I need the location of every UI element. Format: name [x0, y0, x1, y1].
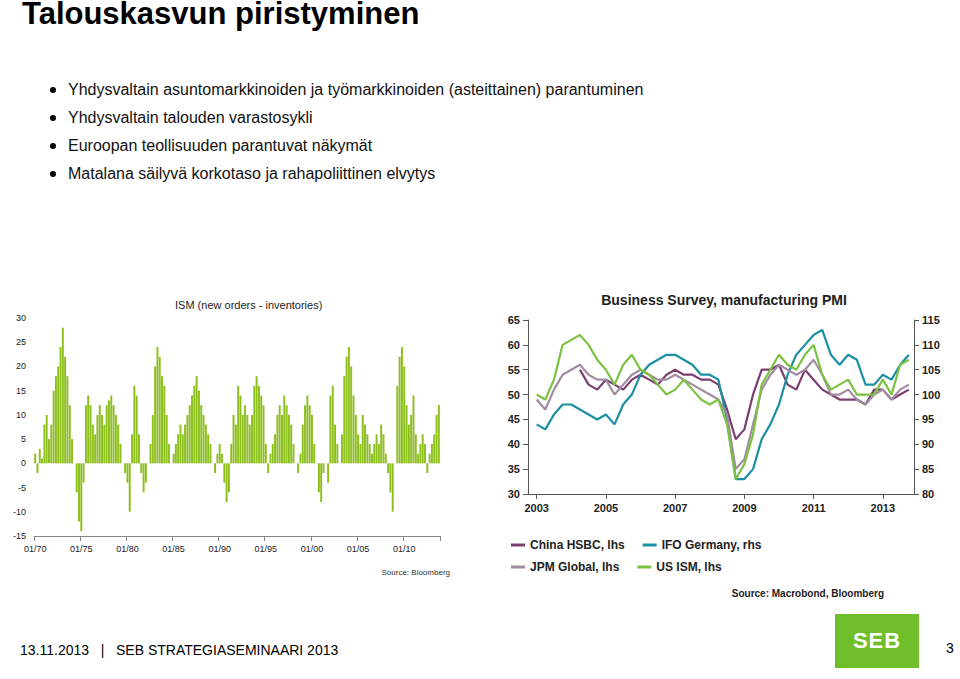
html-text:Yhdysvaltain asuntomarkkinoide: Yhdysvaltain asuntomarkkinoiden ja työma… — [68, 81, 644, 98]
svg-text:100: 100 — [922, 389, 940, 401]
svg-text:55: 55 — [508, 364, 520, 376]
svg-text:01/95: 01/95 — [255, 544, 278, 554]
svg-text:65: 65 — [508, 314, 520, 326]
svg-text:40: 40 — [508, 438, 520, 450]
svg-text:0: 0 — [21, 458, 26, 468]
svg-text:01/80: 01/80 — [116, 544, 139, 554]
svg-text:115: 115 — [922, 314, 940, 326]
svg-text:85: 85 — [922, 463, 934, 475]
html-text:13.11.2013 | SEB STRATEGIASEMI: 13.11.2013 | SEB STRATEGIASEMINAARI 2013 — [20, 642, 339, 658]
html-text:Yhdysvaltain talouden varastos: Yhdysvaltain talouden varastosykli — [68, 109, 313, 126]
svg-text:-10: -10 — [13, 507, 26, 517]
svg-text:80: 80 — [922, 488, 934, 500]
svg-text:45: 45 — [508, 413, 520, 425]
svg-text:01/90: 01/90 — [208, 544, 231, 554]
svg-text:2003: 2003 — [524, 502, 548, 514]
svg-text:01/70: 01/70 — [24, 544, 47, 554]
svg-text:China HSBC, lhs: China HSBC, lhs — [530, 538, 625, 552]
svg-text:01/05: 01/05 — [347, 544, 370, 554]
svg-text:Source: Macrobond, Bloomberg: Source: Macrobond, Bloomberg — [732, 588, 884, 599]
svg-text:Source: Bloomberg: Source: Bloomberg — [382, 568, 450, 577]
html-text:Matalana säilyvä korkotaso ja: Matalana säilyvä korkotaso ja rahapoliit… — [68, 165, 436, 182]
svg-text:30: 30 — [16, 313, 26, 323]
svg-text:-5: -5 — [18, 483, 26, 493]
svg-text:01/85: 01/85 — [162, 544, 185, 554]
svg-text:ISM (new orders - inventories): ISM (new orders - inventories) — [175, 299, 322, 311]
svg-text:01/10: 01/10 — [393, 544, 416, 554]
svg-text:5: 5 — [21, 434, 26, 444]
svg-text:60: 60 — [508, 339, 520, 351]
svg-text:90: 90 — [922, 438, 934, 450]
html-text:3: 3 — [946, 640, 954, 656]
svg-text:01/00: 01/00 — [301, 544, 324, 554]
svg-text:2005: 2005 — [594, 502, 618, 514]
html-text:SEB: SEB — [852, 628, 902, 653]
svg-text:25: 25 — [16, 337, 26, 347]
svg-text:95: 95 — [922, 413, 934, 425]
svg-text:-15: -15 — [13, 531, 26, 541]
svg-text:IFO Germany, rhs: IFO Germany, rhs — [662, 538, 762, 552]
svg-text:Business Survey, manufacturing: Business Survey, manufacturing PMI — [601, 292, 847, 308]
svg-text:105: 105 — [922, 364, 940, 376]
svg-text:2007: 2007 — [663, 502, 687, 514]
svg-text:50: 50 — [508, 389, 520, 401]
svg-text:2011: 2011 — [802, 502, 826, 514]
svg-text:2013: 2013 — [871, 502, 895, 514]
svg-text:15: 15 — [16, 386, 26, 396]
svg-text:35: 35 — [508, 463, 520, 475]
html-text:Euroopan teollisuuden parantuv: Euroopan teollisuuden parantuvat näkymät — [68, 137, 373, 154]
svg-text:30: 30 — [508, 488, 520, 500]
svg-text:01/75: 01/75 — [70, 544, 93, 554]
svg-text:US ISM, lhs: US ISM, lhs — [656, 560, 722, 574]
svg-text:10: 10 — [16, 410, 26, 420]
svg-text:JPM Global, lhs: JPM Global, lhs — [530, 560, 620, 574]
svg-text:20: 20 — [16, 361, 26, 371]
svg-text:2009: 2009 — [732, 502, 756, 514]
svg-text:110: 110 — [922, 339, 940, 351]
